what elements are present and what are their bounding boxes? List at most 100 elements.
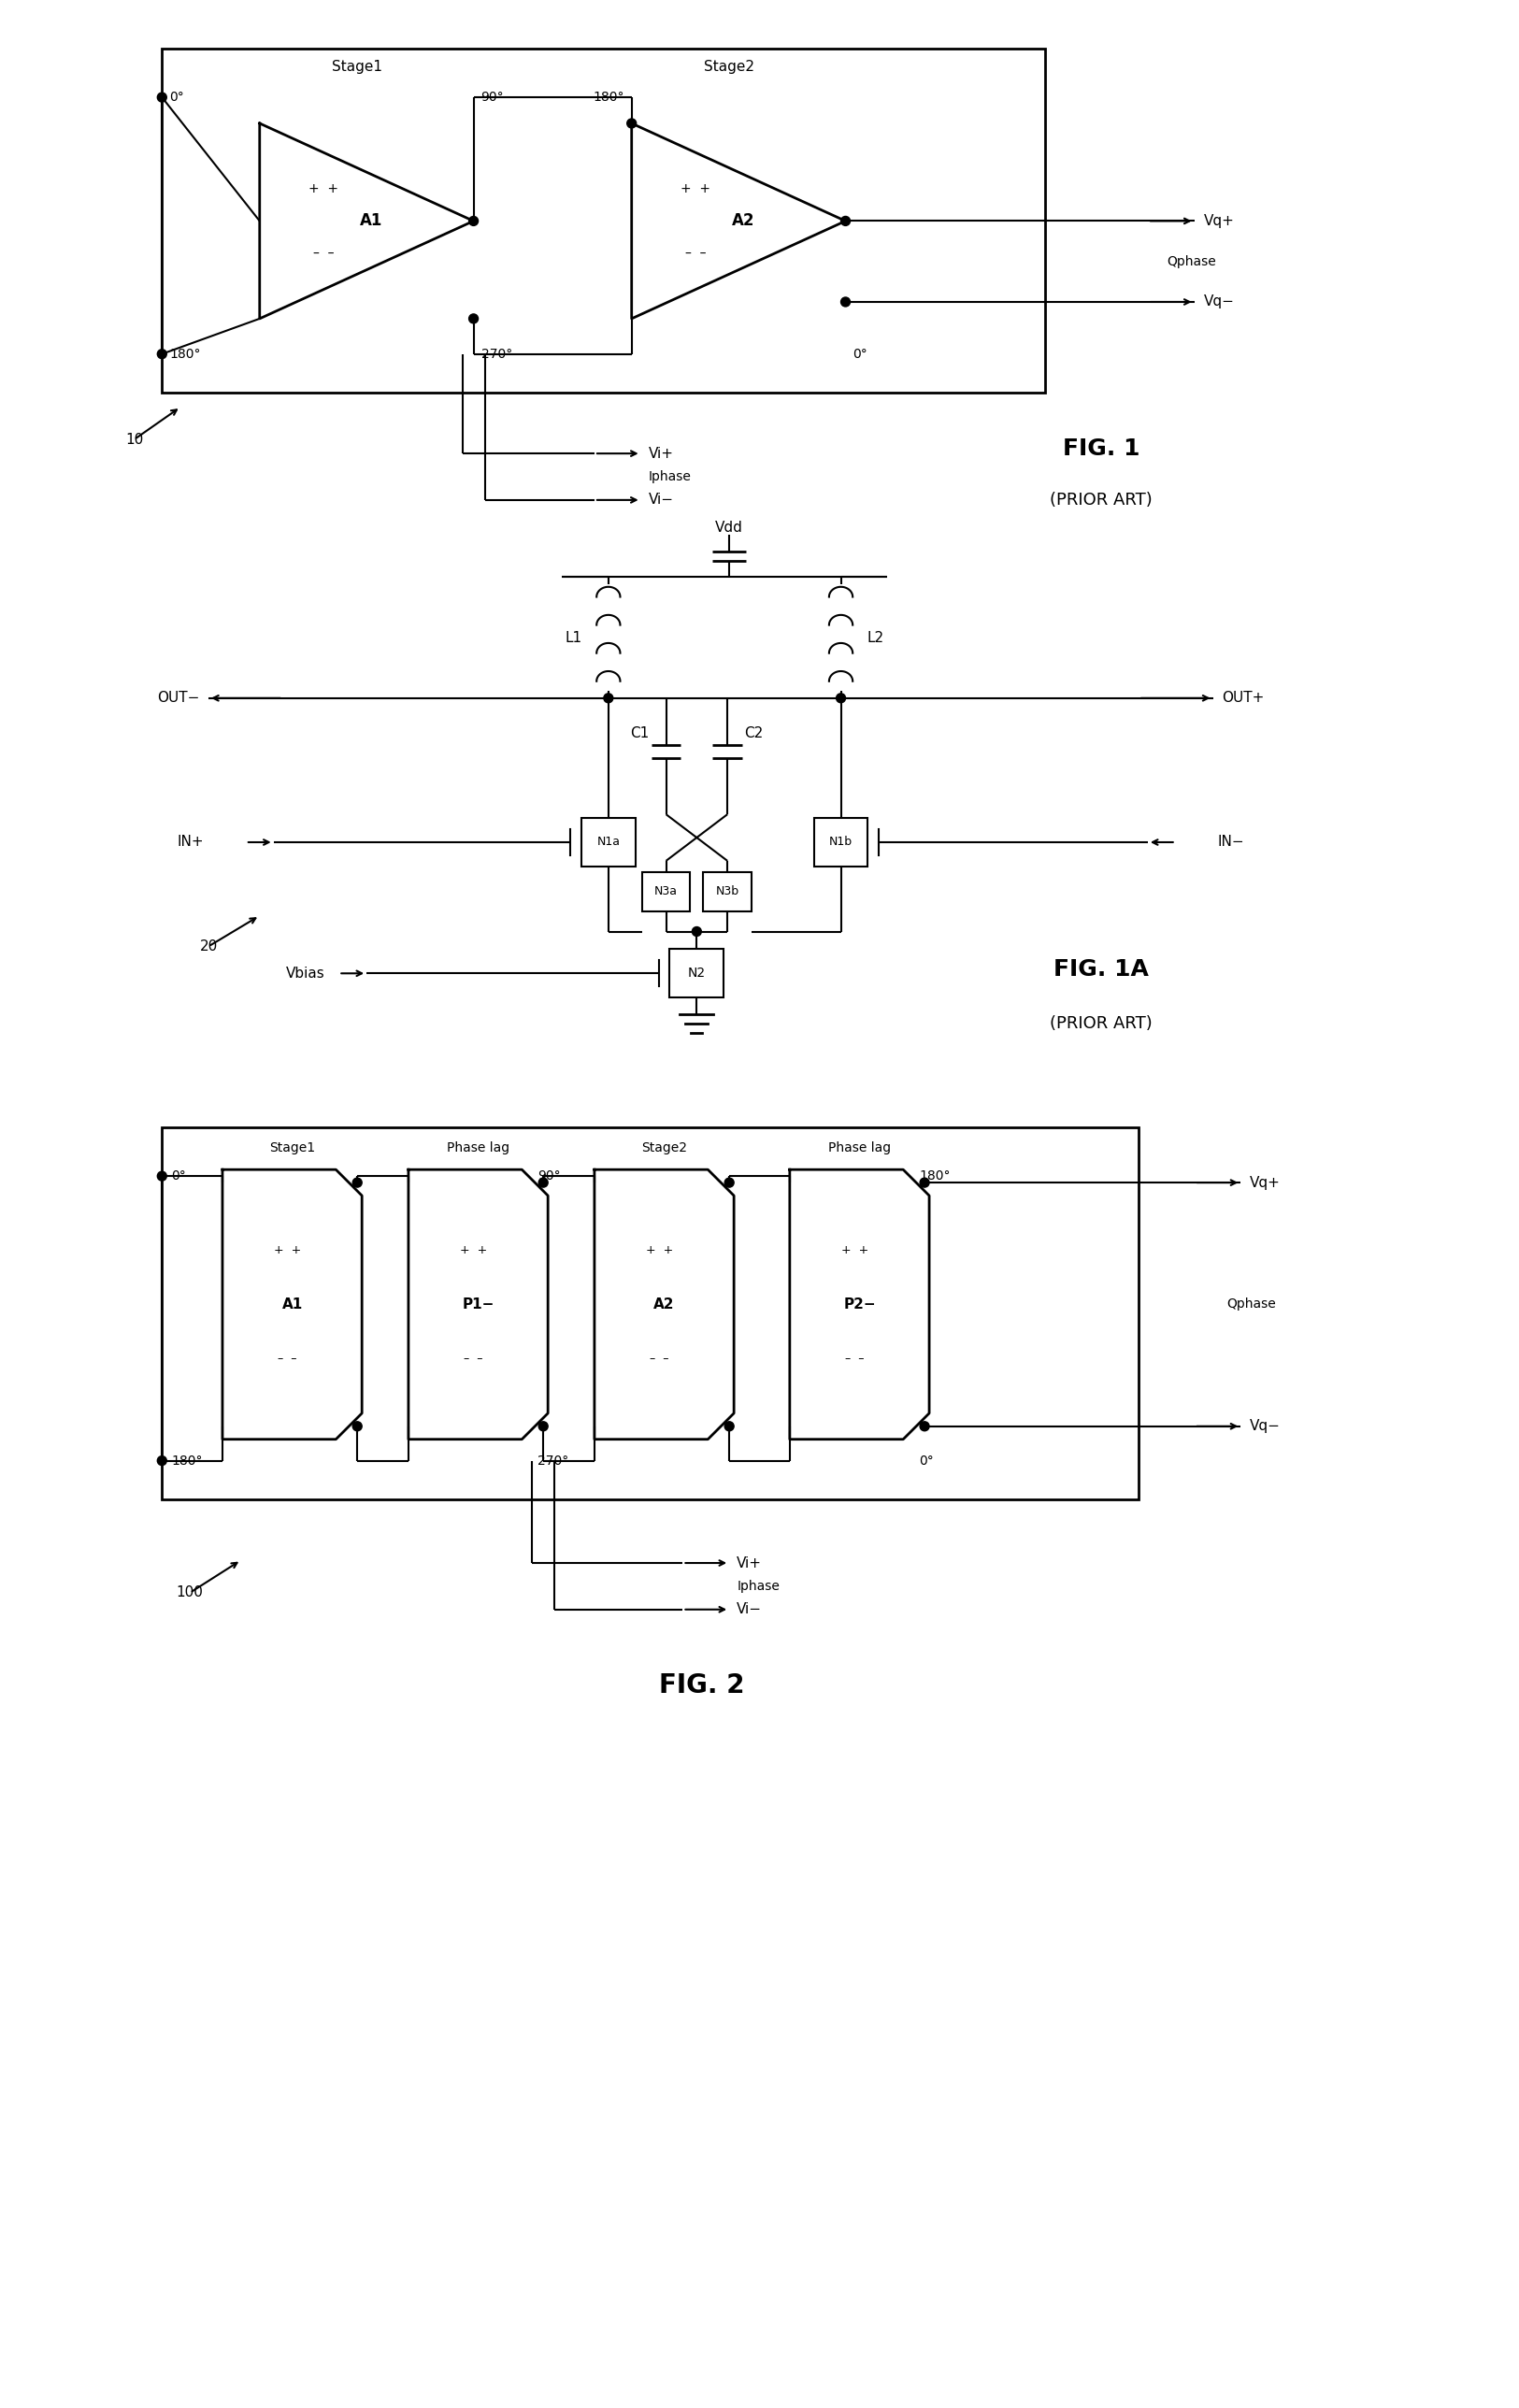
Polygon shape (790, 1170, 930, 1440)
Text: 100: 100 (176, 1587, 204, 1599)
Circle shape (158, 1457, 167, 1466)
Bar (163, 48, 1045, 393)
Text: Phase lag: Phase lag (828, 1141, 890, 1156)
Text: 90°: 90° (482, 92, 504, 104)
Text: Vbias: Vbias (286, 966, 325, 980)
Circle shape (725, 1178, 734, 1187)
Text: 180°: 180° (170, 347, 201, 361)
Text: –  –: – – (845, 1353, 864, 1365)
Circle shape (469, 217, 478, 226)
Text: Vi+: Vi+ (737, 1556, 763, 1570)
Circle shape (725, 1421, 734, 1430)
Text: A2: A2 (732, 212, 755, 229)
Text: +  +: + + (308, 183, 339, 195)
Text: +  +: + + (842, 1245, 869, 1257)
Circle shape (158, 1170, 167, 1180)
Text: Vq−: Vq− (1250, 1418, 1281, 1433)
Text: 0°: 0° (172, 1170, 185, 1182)
Circle shape (837, 694, 846, 703)
Bar (814, 819, 867, 867)
Text: P1−: P1− (462, 1298, 494, 1312)
Text: N1a: N1a (597, 836, 620, 848)
Circle shape (158, 349, 167, 359)
Text: 270°: 270° (482, 347, 512, 361)
Text: IN−: IN− (1218, 836, 1244, 850)
Text: FIG. 1A: FIG. 1A (1054, 958, 1148, 980)
Circle shape (693, 927, 702, 937)
Circle shape (842, 217, 851, 226)
Circle shape (469, 313, 478, 323)
Text: A1: A1 (283, 1298, 302, 1312)
Text: 90°: 90° (538, 1170, 561, 1182)
Text: Qphase: Qphase (1167, 255, 1215, 267)
Polygon shape (594, 1170, 734, 1440)
Bar (703, 872, 752, 910)
Bar (643, 872, 690, 910)
Text: Stage1: Stage1 (333, 60, 383, 75)
Text: (PRIOR ART): (PRIOR ART) (1050, 1016, 1153, 1033)
Text: (PRIOR ART): (PRIOR ART) (1050, 491, 1153, 508)
Bar (670, 949, 723, 997)
Text: Stage2: Stage2 (703, 60, 755, 75)
Text: Stage2: Stage2 (641, 1141, 687, 1156)
Text: A1: A1 (360, 212, 383, 229)
Text: Vq+: Vq+ (1203, 214, 1235, 229)
Text: Vi−: Vi− (649, 494, 673, 508)
Text: Vi−: Vi− (737, 1601, 763, 1616)
Text: N2: N2 (688, 968, 706, 980)
Text: –  –: – – (685, 248, 706, 260)
Text: Qphase: Qphase (1227, 1298, 1276, 1310)
Text: 180°: 180° (592, 92, 624, 104)
Circle shape (842, 296, 851, 306)
Circle shape (921, 1421, 930, 1430)
Text: –  –: – – (650, 1353, 668, 1365)
Text: Vq+: Vq+ (1250, 1175, 1281, 1190)
Text: 0°: 0° (170, 92, 184, 104)
Text: +  +: + + (646, 1245, 673, 1257)
Text: +  +: + + (273, 1245, 301, 1257)
Text: N3a: N3a (655, 886, 677, 898)
Text: 0°: 0° (854, 347, 867, 361)
Circle shape (352, 1421, 362, 1430)
Text: 0°: 0° (919, 1454, 934, 1466)
Circle shape (539, 1421, 548, 1430)
Text: P2−: P2− (843, 1298, 875, 1312)
Text: Iphase: Iphase (737, 1580, 779, 1592)
Circle shape (921, 1178, 930, 1187)
Text: 10: 10 (125, 433, 143, 445)
Text: Vdd: Vdd (715, 520, 743, 535)
Circle shape (603, 694, 614, 703)
Text: 180°: 180° (172, 1454, 202, 1466)
Bar (582, 819, 635, 867)
Circle shape (352, 1178, 362, 1187)
Text: C2: C2 (744, 727, 763, 739)
Text: Phase lag: Phase lag (447, 1141, 509, 1156)
Circle shape (158, 92, 167, 101)
Text: FIG. 1: FIG. 1 (1063, 438, 1139, 460)
Text: Stage1: Stage1 (269, 1141, 314, 1156)
Text: 270°: 270° (538, 1454, 568, 1466)
Text: Vq−: Vq− (1203, 294, 1235, 308)
Text: +  +: + + (460, 1245, 488, 1257)
Circle shape (539, 1178, 548, 1187)
Bar (163, 1127, 1138, 1500)
Text: L1: L1 (565, 631, 582, 645)
Text: N3b: N3b (715, 886, 740, 898)
Text: –  –: – – (313, 248, 334, 260)
Text: –  –: – – (278, 1353, 298, 1365)
Text: –  –: – – (463, 1353, 483, 1365)
Text: +  +: + + (681, 183, 711, 195)
Text: Iphase: Iphase (649, 470, 691, 484)
Text: OUT+: OUT+ (1223, 691, 1265, 706)
Text: C1: C1 (630, 727, 649, 739)
Text: FIG. 2: FIG. 2 (659, 1674, 744, 1698)
Polygon shape (409, 1170, 548, 1440)
Polygon shape (222, 1170, 362, 1440)
Text: A2: A2 (653, 1298, 674, 1312)
Circle shape (627, 118, 636, 128)
Text: IN+: IN+ (178, 836, 204, 850)
Text: Vi+: Vi+ (649, 445, 673, 460)
Text: L2: L2 (867, 631, 884, 645)
Text: 20: 20 (199, 939, 217, 954)
Text: OUT−: OUT− (156, 691, 199, 706)
